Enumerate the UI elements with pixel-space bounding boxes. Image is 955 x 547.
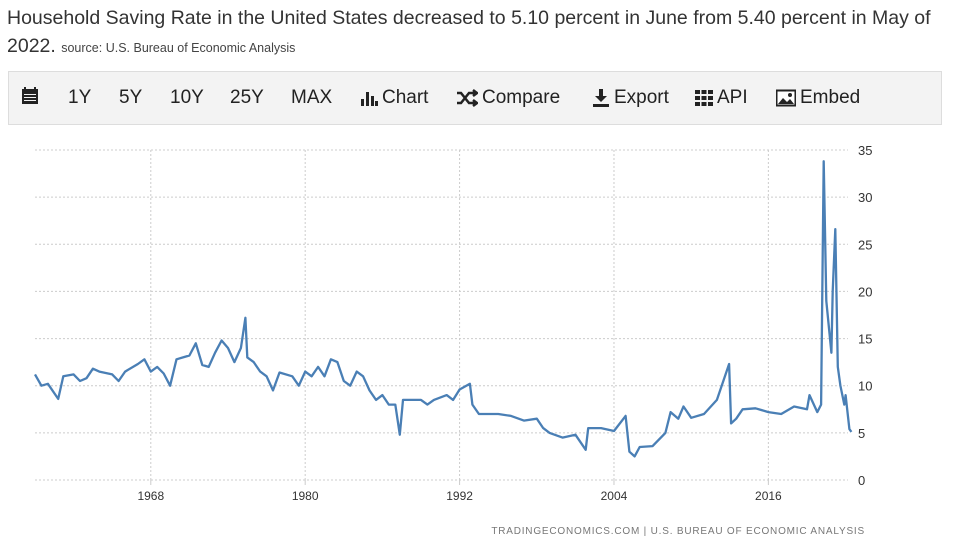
bar-chart-icon — [360, 89, 378, 107]
y-tick-label: 5 — [858, 426, 865, 441]
export-button[interactable]: Export — [592, 87, 669, 109]
grid-icon — [695, 89, 713, 107]
grid — [35, 149, 848, 485]
shuffle-icon — [456, 89, 478, 107]
chart-label: Chart — [382, 87, 429, 108]
chart-button[interactable]: Chart — [360, 87, 428, 109]
embed-label: Embed — [800, 87, 861, 108]
y-tick-label: 20 — [858, 284, 872, 299]
compare-button[interactable]: Compare — [456, 87, 560, 109]
y-tick-label: 10 — [858, 379, 872, 394]
y-tick-label: 35 — [858, 143, 872, 158]
x-tick-label: 2004 — [601, 489, 628, 503]
series-line — [33, 160, 853, 458]
y-tick-label: 25 — [858, 237, 872, 252]
y-tick-label: 15 — [858, 332, 872, 347]
range-1y-button[interactable]: 1Y — [68, 87, 92, 108]
calendar-button[interactable] — [21, 87, 39, 105]
download-icon — [592, 89, 610, 107]
x-tick-label: 2016 — [755, 489, 782, 503]
range-25y-button[interactable]: 25Y — [230, 87, 264, 108]
x-tick-label: 1992 — [446, 489, 473, 503]
source-text: source: U.S. Bureau of Economic Analysis — [61, 41, 296, 55]
y-tick-label: 30 — [858, 190, 872, 205]
page-title: Household Saving Rate in the United Stat… — [7, 4, 952, 62]
watermark: TRADINGECONOMICS.COM | U.S. BUREAU OF EC… — [491, 526, 865, 537]
api-button[interactable]: API — [695, 87, 748, 109]
chart-toolbar: 1Y 5Y 10Y 25Y MAX Chart Compare Export A… — [8, 71, 942, 125]
range-max-button[interactable]: MAX — [291, 87, 333, 108]
x-tick-label: 1968 — [137, 489, 164, 503]
calendar-icon — [21, 87, 39, 105]
image-icon — [776, 89, 796, 107]
export-label: Export — [614, 87, 669, 108]
y-axis: 0 5 10 15 20 25 30 35 — [858, 143, 872, 488]
compare-label: Compare — [482, 87, 561, 108]
api-label: API — [717, 87, 748, 108]
headline: Household Saving Rate in the United Stat… — [7, 7, 931, 57]
range-5y-button[interactable]: 5Y — [119, 87, 143, 108]
y-tick-label: 0 — [858, 473, 865, 488]
saving-rate-chart: 0 5 10 15 20 25 30 35 1968 1980 1992 2004 2016 — [33, 143, 872, 503]
embed-button[interactable]: Embed — [776, 87, 860, 109]
x-tick-label: 1980 — [292, 489, 319, 503]
range-10y-button[interactable]: 10Y — [170, 87, 204, 108]
x-axis: 1968 1980 1992 2004 2016 — [137, 489, 782, 503]
